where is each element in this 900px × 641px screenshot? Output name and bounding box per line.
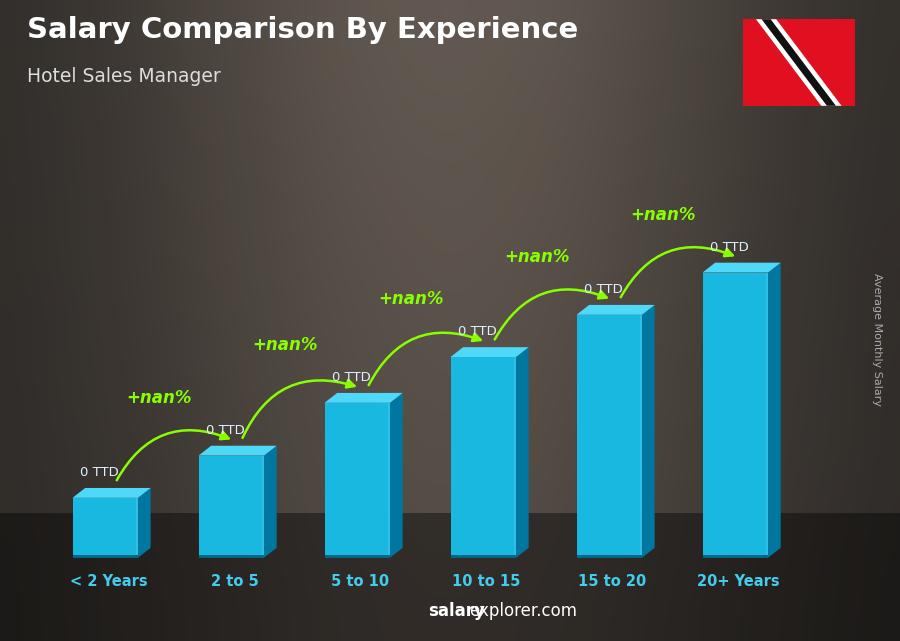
Text: +nan%: +nan%	[253, 336, 319, 354]
Polygon shape	[73, 488, 150, 498]
Polygon shape	[262, 456, 264, 558]
Polygon shape	[199, 456, 264, 558]
Polygon shape	[199, 445, 276, 456]
Polygon shape	[703, 263, 780, 272]
Polygon shape	[742, 19, 855, 106]
Polygon shape	[325, 403, 390, 558]
Polygon shape	[325, 393, 402, 403]
Text: Salary Comparison By Experience: Salary Comparison By Experience	[27, 16, 578, 44]
Text: Average Monthly Salary: Average Monthly Salary	[872, 273, 883, 406]
Polygon shape	[390, 393, 402, 558]
Text: 0 TTD: 0 TTD	[457, 326, 497, 338]
Polygon shape	[703, 272, 768, 558]
Polygon shape	[136, 498, 138, 558]
Text: 20+ Years: 20+ Years	[698, 574, 779, 588]
Polygon shape	[73, 555, 138, 558]
Polygon shape	[451, 357, 516, 558]
Text: +nan%: +nan%	[505, 248, 571, 266]
Polygon shape	[577, 555, 642, 558]
Polygon shape	[451, 347, 528, 357]
Polygon shape	[138, 488, 150, 558]
Polygon shape	[577, 315, 642, 558]
Text: 15 to 20: 15 to 20	[579, 574, 646, 588]
Polygon shape	[451, 555, 516, 558]
Text: +nan%: +nan%	[631, 206, 697, 224]
Text: 0 TTD: 0 TTD	[331, 371, 371, 384]
Text: explorer.com: explorer.com	[469, 602, 577, 620]
Text: < 2 Years: < 2 Years	[69, 574, 148, 588]
Polygon shape	[577, 305, 654, 315]
Text: 0 TTD: 0 TTD	[79, 466, 119, 479]
Polygon shape	[73, 498, 138, 558]
Text: 5 to 10: 5 to 10	[331, 574, 390, 588]
Text: 2 to 5: 2 to 5	[211, 574, 258, 588]
Polygon shape	[768, 263, 780, 558]
Polygon shape	[703, 555, 768, 558]
Polygon shape	[325, 555, 390, 558]
Polygon shape	[756, 19, 842, 106]
Polygon shape	[640, 315, 642, 558]
Polygon shape	[766, 272, 768, 558]
Polygon shape	[388, 403, 390, 558]
Polygon shape	[761, 19, 836, 106]
Text: +nan%: +nan%	[379, 290, 445, 308]
Polygon shape	[516, 347, 528, 558]
Polygon shape	[264, 445, 276, 558]
Polygon shape	[199, 555, 264, 558]
Text: +nan%: +nan%	[127, 389, 193, 407]
Text: salary: salary	[428, 602, 485, 620]
Text: 10 to 15: 10 to 15	[453, 574, 520, 588]
Text: 0 TTD: 0 TTD	[583, 283, 623, 296]
Polygon shape	[514, 357, 516, 558]
Text: 0 TTD: 0 TTD	[709, 241, 749, 254]
Text: 0 TTD: 0 TTD	[205, 424, 245, 437]
Text: Hotel Sales Manager: Hotel Sales Manager	[27, 67, 220, 87]
Polygon shape	[642, 305, 654, 558]
